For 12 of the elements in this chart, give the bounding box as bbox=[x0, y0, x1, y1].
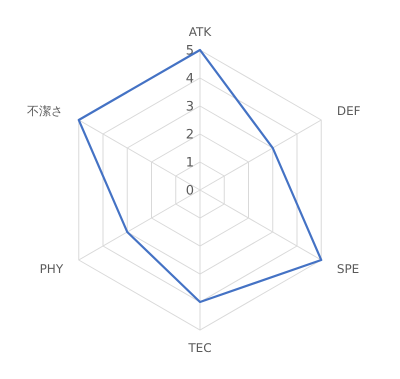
y-tick-label: 4 bbox=[186, 72, 194, 87]
spoke-label: PHY bbox=[40, 262, 64, 276]
y-tick-label: 5 bbox=[186, 44, 194, 59]
spoke-label: TEC bbox=[187, 341, 212, 356]
y-tick-label: 3 bbox=[186, 100, 194, 115]
spoke-label: ATK bbox=[188, 25, 212, 40]
spoke-label: 不潔さ bbox=[27, 104, 64, 118]
spoke-label: DEF bbox=[336, 104, 361, 118]
y-tick-label: 0 bbox=[186, 184, 194, 199]
y-tick-label: 2 bbox=[186, 128, 194, 143]
y-tick-label: 1 bbox=[186, 156, 194, 171]
spoke-label: SPE bbox=[336, 262, 360, 276]
